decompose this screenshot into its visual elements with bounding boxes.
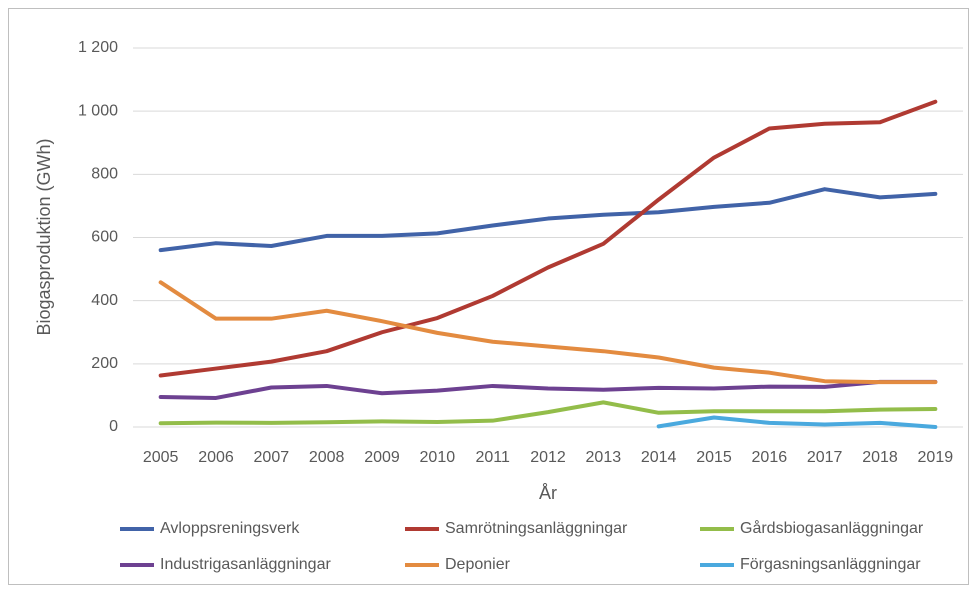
series-line — [158, 187, 938, 253]
x-tick-label: 2018 — [862, 449, 898, 466]
x-tick-label: 2007 — [254, 449, 290, 466]
x-tick-label: 2019 — [918, 449, 954, 466]
y-tick-label: 800 — [91, 166, 118, 183]
series-line — [656, 415, 938, 429]
x-tick-label: 2015 — [696, 449, 732, 466]
series-line — [158, 280, 938, 385]
x-tick-label: 2008 — [309, 449, 345, 466]
legend-label: Deponier — [445, 556, 511, 573]
legend-label: Samrötningsanläggningar — [445, 520, 628, 537]
y-axis-title: Biogasproduktion (GWh) — [34, 138, 54, 335]
y-tick-label: 0 — [109, 418, 118, 435]
series-line — [158, 379, 938, 400]
y-tick-label: 1 000 — [78, 102, 118, 119]
y-tick-label: 200 — [91, 355, 118, 372]
x-tick-label: 2005 — [143, 449, 179, 466]
legend-label: Förgasningsanläggningar — [740, 556, 921, 573]
x-tick-label: 2010 — [420, 449, 456, 466]
legend-label: Gårdsbiogasanläggningar — [740, 519, 924, 537]
series-line — [158, 400, 938, 426]
x-tick-label: 2006 — [198, 449, 234, 466]
x-tick-label: 2014 — [641, 449, 677, 466]
x-tick-label: 2017 — [807, 449, 843, 466]
x-tick-label: 2011 — [475, 449, 510, 466]
y-tick-label: 400 — [91, 292, 118, 309]
x-tick-label: 2009 — [364, 449, 400, 466]
x-axis-title: År — [539, 483, 557, 503]
y-tick-label: 600 — [91, 229, 118, 246]
x-tick-label: 2013 — [586, 449, 622, 466]
x-tick-label: 2012 — [530, 449, 566, 466]
y-tick-label: 1 200 — [78, 39, 118, 56]
legend-label: Avloppsreningsverk — [160, 520, 300, 537]
x-tick-label: 2016 — [752, 449, 788, 466]
legend-label: Industrigasanläggningar — [160, 556, 331, 573]
series-line — [158, 99, 938, 378]
